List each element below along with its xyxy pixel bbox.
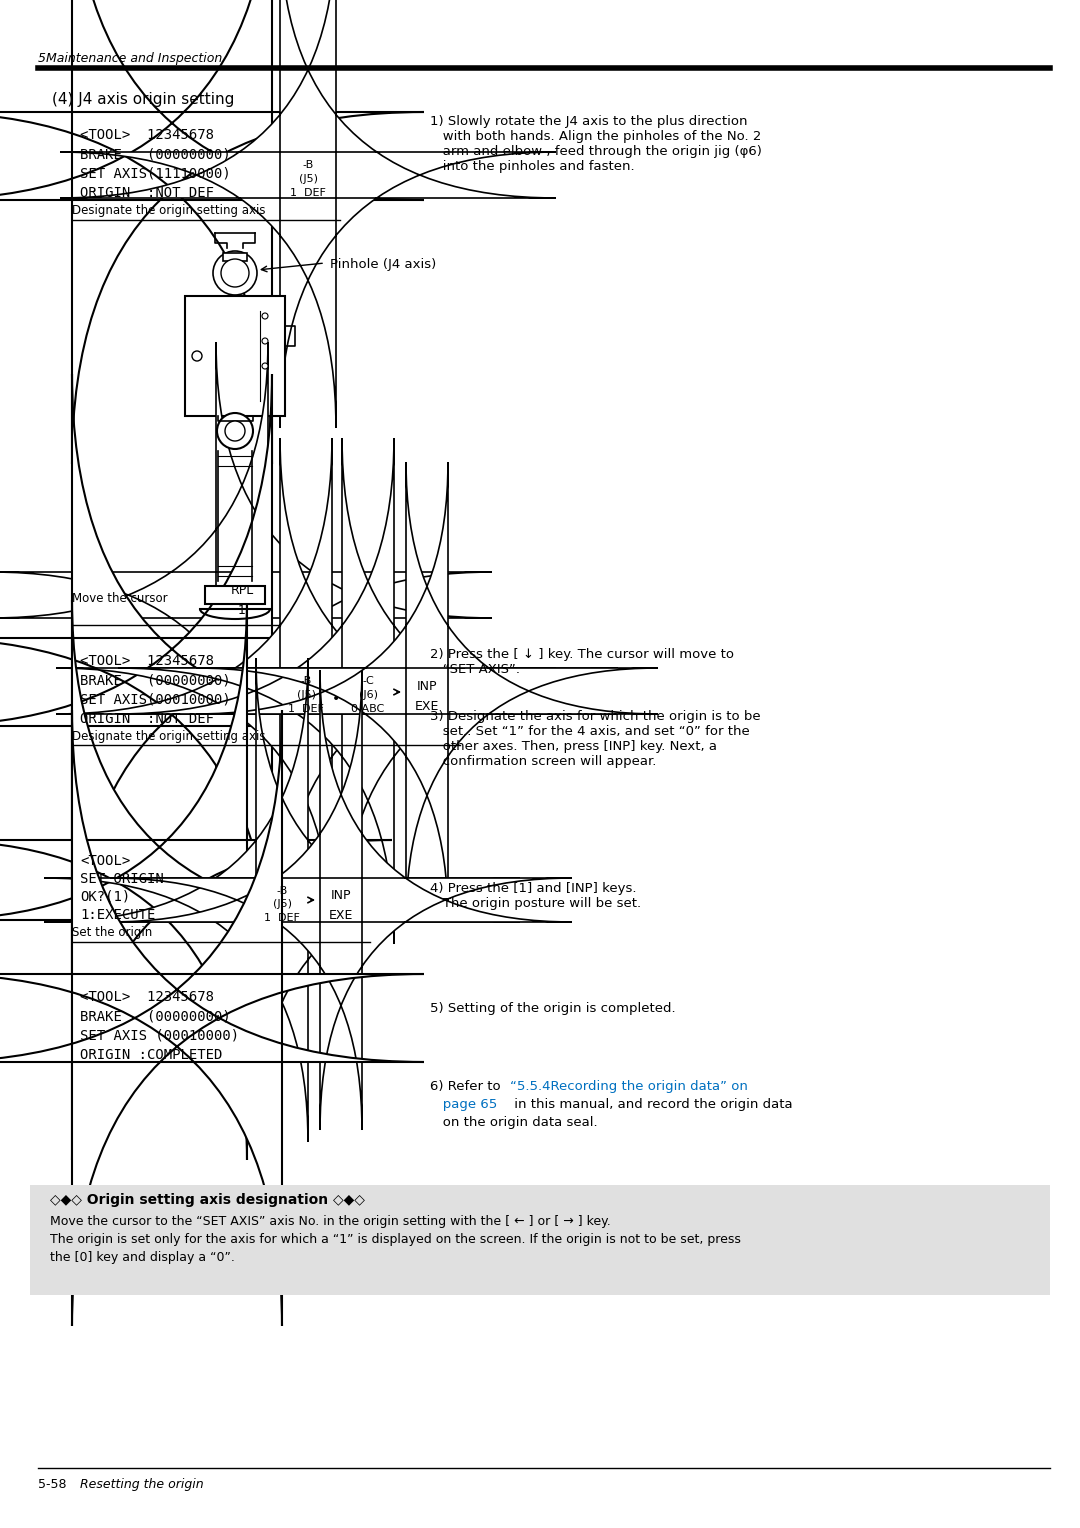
- FancyBboxPatch shape: [0, 711, 424, 1326]
- Text: BRAKE   (00000000): BRAKE (00000000): [80, 147, 231, 160]
- Text: (J5): (J5): [298, 174, 318, 185]
- Text: 5-58: 5-58: [38, 1478, 67, 1491]
- Text: The origin is set only for the axis for which a “1” is displayed on the screen. : The origin is set only for the axis for …: [50, 1233, 741, 1245]
- Text: INP: INP: [417, 680, 437, 694]
- Circle shape: [213, 251, 257, 295]
- Text: 3) Designate the axis for which the origin is to be
   set.. Set “1” for the 4 a: 3) Designate the axis for which the orig…: [430, 711, 760, 769]
- Text: •: •: [332, 692, 340, 706]
- FancyBboxPatch shape: [0, 601, 392, 1160]
- Circle shape: [262, 338, 268, 344]
- Text: (J6): (J6): [359, 691, 378, 700]
- Text: SET AXIS (00010000): SET AXIS (00010000): [80, 1028, 239, 1042]
- FancyBboxPatch shape: [185, 296, 285, 416]
- FancyBboxPatch shape: [30, 1186, 1050, 1296]
- Text: (4) J4 axis origin setting: (4) J4 axis origin setting: [52, 92, 234, 107]
- Text: 0 ABC: 0 ABC: [351, 704, 384, 714]
- Circle shape: [262, 313, 268, 319]
- Text: EXE: EXE: [328, 909, 353, 921]
- Text: BRAKE   (00000000): BRAKE (00000000): [80, 674, 231, 688]
- Text: -B: -B: [300, 677, 312, 686]
- Circle shape: [217, 413, 253, 449]
- Text: -B: -B: [302, 160, 313, 170]
- Text: OK?(1): OK?(1): [80, 889, 131, 903]
- FancyBboxPatch shape: [195, 461, 658, 920]
- Text: <TOOL>  12345678: <TOOL> 12345678: [80, 654, 214, 668]
- FancyBboxPatch shape: [60, 0, 556, 428]
- Text: -B: -B: [276, 886, 287, 895]
- Text: EXE: EXE: [415, 700, 440, 714]
- Text: 5) Setting of the origin is completed.: 5) Setting of the origin is completed.: [430, 1002, 676, 1015]
- Text: ◇◆◇ Origin setting axis designation ◇◆◇: ◇◆◇ Origin setting axis designation ◇◆◇: [50, 1193, 365, 1207]
- Text: Resetting the origin: Resetting the origin: [80, 1478, 204, 1491]
- Text: 1:EXECUTE: 1:EXECUTE: [80, 908, 156, 921]
- FancyBboxPatch shape: [0, 374, 424, 990]
- Text: SET AXIS(00010000): SET AXIS(00010000): [80, 692, 231, 707]
- FancyBboxPatch shape: [44, 659, 519, 1141]
- Text: SET AXIS(11110000): SET AXIS(11110000): [80, 167, 231, 180]
- Text: the [0] key and display a “0”.: the [0] key and display a “0”.: [50, 1251, 234, 1264]
- Text: 6) Refer to: 6) Refer to: [430, 1080, 504, 1093]
- Text: RPL: RPL: [230, 584, 254, 597]
- Text: <TOOL>  12345678: <TOOL> 12345678: [80, 990, 214, 1004]
- FancyBboxPatch shape: [110, 669, 572, 1131]
- Text: on the origin data seal.: on the origin data seal.: [430, 1115, 597, 1129]
- Text: in this manual, and record the origin data: in this manual, and record the origin da…: [510, 1099, 793, 1111]
- Text: (J5): (J5): [297, 691, 315, 700]
- Circle shape: [225, 422, 245, 442]
- Text: 5Maintenance and Inspection: 5Maintenance and Inspection: [38, 52, 222, 66]
- Text: Move the cursor: Move the cursor: [72, 591, 167, 605]
- Text: (J5): (J5): [272, 900, 292, 909]
- FancyBboxPatch shape: [0, 0, 424, 465]
- Text: BRAKE   (00000000): BRAKE (00000000): [80, 1008, 231, 1024]
- Text: <TOOL>  12345678: <TOOL> 12345678: [80, 128, 214, 142]
- Circle shape: [262, 364, 268, 368]
- Text: -C: -C: [362, 677, 374, 686]
- Text: INP: INP: [330, 889, 351, 903]
- Text: Pinhole (J4 axis): Pinhole (J4 axis): [330, 258, 436, 270]
- Text: SET ORIGIN: SET ORIGIN: [80, 872, 164, 886]
- Text: ORIGIN  :NOT DEF: ORIGIN :NOT DEF: [80, 712, 214, 726]
- FancyBboxPatch shape: [222, 254, 247, 261]
- Text: Designate the origin setting axis: Designate the origin setting axis: [72, 205, 266, 217]
- FancyBboxPatch shape: [0, 342, 492, 848]
- Text: 1  DEF: 1 DEF: [291, 188, 326, 199]
- Text: <TOOL>: <TOOL>: [80, 854, 131, 868]
- Text: “5.5.4Recording the origin data” on: “5.5.4Recording the origin data” on: [510, 1080, 747, 1093]
- Text: ORIGIN  :NOT DEF: ORIGIN :NOT DEF: [80, 186, 214, 200]
- Text: Move the cursor to the “SET AXIS” axis No. in the origin setting with the [ ← ] : Move the cursor to the “SET AXIS” axis N…: [50, 1215, 611, 1229]
- FancyBboxPatch shape: [56, 439, 556, 944]
- Text: 1: 1: [238, 604, 246, 617]
- Text: Designate the origin setting axis: Designate the origin setting axis: [72, 730, 266, 743]
- Text: 1) Slowly rotate the J4 axis to the plus direction
   with both hands. Align the: 1) Slowly rotate the J4 axis to the plus…: [430, 115, 761, 173]
- Text: 1  DEF: 1 DEF: [265, 912, 300, 923]
- Text: ORIGIN :COMPLETED: ORIGIN :COMPLETED: [80, 1048, 222, 1062]
- Text: 4) Press the [1] and [INP] keys.
   The origin posture will be set.: 4) Press the [1] and [INP] keys. The ori…: [430, 882, 642, 911]
- Text: 2) Press the [ ↓ ] key. The cursor will move to
   “SET AXIS”.: 2) Press the [ ↓ ] key. The cursor will …: [430, 648, 734, 675]
- FancyBboxPatch shape: [205, 587, 265, 604]
- Text: Set the origin: Set the origin: [72, 926, 152, 940]
- Text: page 65: page 65: [430, 1099, 497, 1111]
- FancyBboxPatch shape: [118, 439, 618, 944]
- Circle shape: [221, 260, 249, 287]
- Circle shape: [192, 351, 202, 361]
- Text: 1  DEF: 1 DEF: [288, 704, 324, 714]
